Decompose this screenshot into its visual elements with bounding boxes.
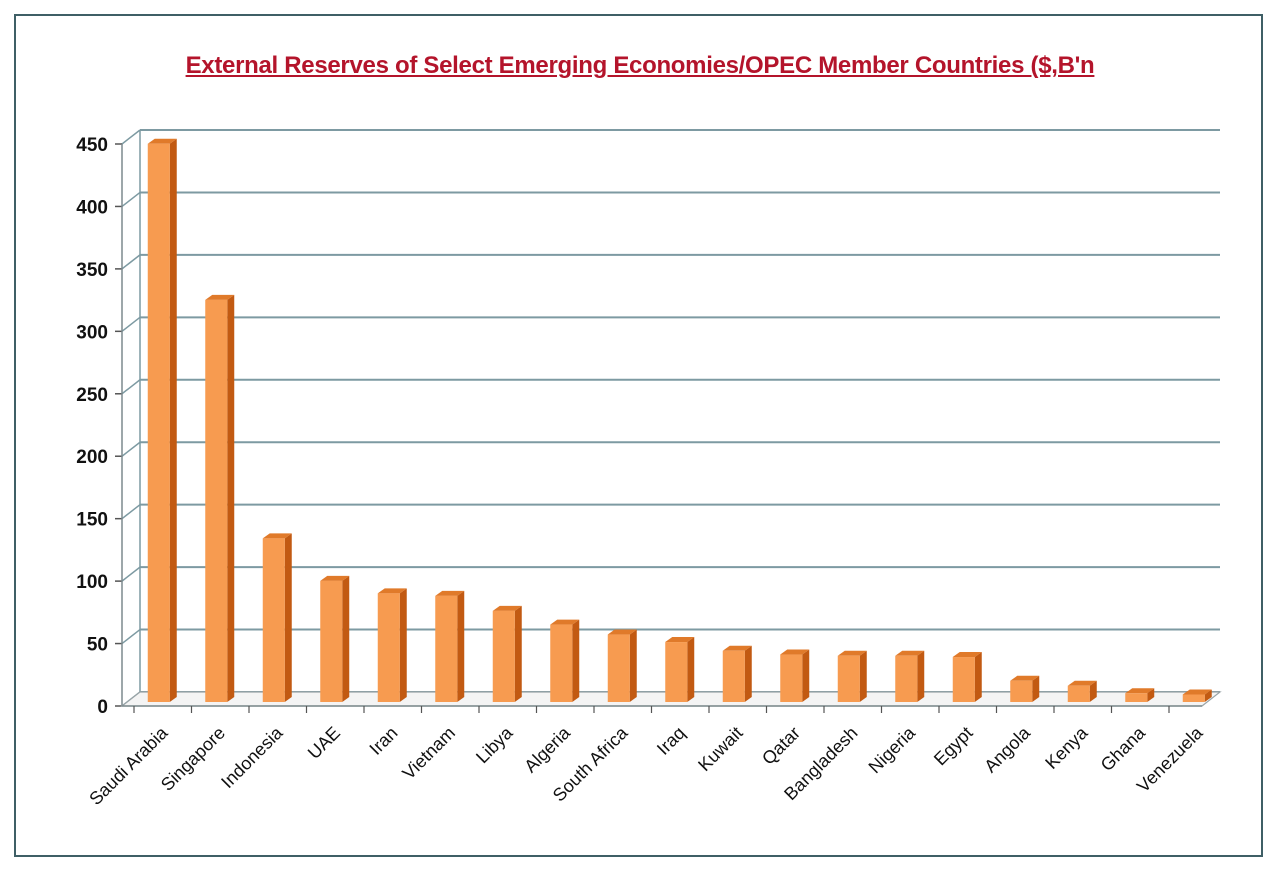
x-tick-label: Libya: [472, 722, 517, 767]
bar-side: [1032, 675, 1040, 702]
bar-side: [974, 652, 982, 702]
x-tick-label: Vietnam: [398, 723, 459, 784]
bar: [895, 655, 918, 702]
bar: [492, 610, 515, 702]
bar-top: [492, 605, 522, 611]
bar: [665, 642, 688, 702]
bar-top: [722, 645, 752, 651]
gridline-connector: [121, 628, 141, 645]
x-tick-label: Algeria: [520, 722, 574, 776]
bar-top: [1010, 675, 1040, 681]
bar: [1010, 680, 1033, 702]
bar-top: [837, 650, 867, 656]
bar: [837, 655, 860, 702]
bar-top: [665, 637, 695, 643]
bar-top: [1182, 689, 1212, 695]
x-tick-label: Nigeria: [865, 722, 920, 777]
chart-title: External Reserves of Select Emerging Eco…: [185, 52, 1095, 79]
bar: [1125, 693, 1148, 702]
bar: [952, 657, 975, 702]
bar-side: [859, 650, 867, 702]
bar: [550, 624, 573, 702]
y-tick-label: 350: [76, 260, 108, 281]
x-tick-label: Ghana: [1097, 722, 1150, 775]
x-tick-label: Egypt: [930, 723, 977, 770]
bar-side: [514, 605, 522, 702]
bar-side: [1147, 688, 1155, 702]
x-tick-label: Saudi Arabia: [85, 722, 172, 809]
bar-top: [550, 619, 580, 625]
gridline-connector: [121, 379, 141, 395]
bar: [262, 538, 285, 702]
bar-top: [1125, 688, 1155, 694]
x-tick-label: Kenya: [1041, 722, 1092, 773]
bar-top: [377, 588, 407, 594]
x-tick-label: Kuwait: [694, 723, 746, 775]
bar: [147, 143, 170, 702]
bar-top: [262, 533, 292, 539]
bar: [780, 654, 803, 702]
bar-side: [629, 629, 637, 702]
gridline-connector: [121, 441, 141, 457]
gridline-connector: [121, 191, 141, 208]
bar: [320, 580, 343, 702]
bar-side: [399, 588, 407, 702]
bar-side: [572, 619, 580, 702]
bar-side: [342, 575, 350, 702]
x-tick-label: UAE: [304, 723, 344, 763]
bar-top: [607, 629, 637, 635]
gridline-connector: [121, 316, 141, 332]
bar-side: [802, 649, 810, 702]
bar-top: [780, 649, 810, 655]
y-tick-label: 100: [76, 572, 108, 593]
y-tick-label: 50: [87, 635, 108, 656]
y-tick-label: 200: [76, 447, 108, 468]
bar: [722, 650, 745, 702]
bar-side: [687, 637, 695, 702]
y-tick-label: 0: [97, 697, 108, 718]
x-tick-label: Iraq: [653, 723, 689, 759]
bar-side: [284, 533, 292, 702]
x-tick-label: Angola: [980, 722, 1034, 776]
bar-side: [457, 590, 465, 702]
bar-top: [952, 652, 982, 658]
x-tick-label: Iran: [365, 723, 401, 759]
bar-side: [1089, 680, 1097, 702]
bar-side: [227, 294, 235, 702]
bar-top: [205, 294, 235, 300]
bar-top: [147, 138, 177, 144]
bar: [607, 634, 630, 702]
bar: [205, 299, 228, 702]
bar-top: [895, 650, 925, 656]
bar-top: [435, 590, 465, 596]
bar: [1182, 694, 1205, 702]
bar-side: [169, 138, 177, 702]
bar: [1067, 685, 1090, 702]
y-tick-label: 400: [76, 197, 108, 218]
gridline-connector: [121, 129, 141, 145]
bar-top: [1067, 680, 1097, 686]
bar-side: [917, 650, 925, 702]
gridline-connector: [121, 504, 141, 520]
bar: [377, 593, 400, 702]
y-tick-label: 250: [76, 385, 108, 406]
bar-side: [744, 645, 752, 702]
y-tick-label: 150: [76, 510, 108, 531]
y-tick-label: 300: [76, 322, 108, 343]
x-tick-label: Indonesia: [217, 722, 287, 792]
gridline-connector: [121, 254, 141, 270]
bar-side: [1204, 689, 1212, 702]
gridline-connector: [121, 566, 141, 582]
bar-top: [320, 575, 350, 581]
x-tick-label: Qatar: [758, 723, 804, 769]
bar: [435, 595, 458, 702]
y-tick-label: 450: [76, 135, 108, 156]
